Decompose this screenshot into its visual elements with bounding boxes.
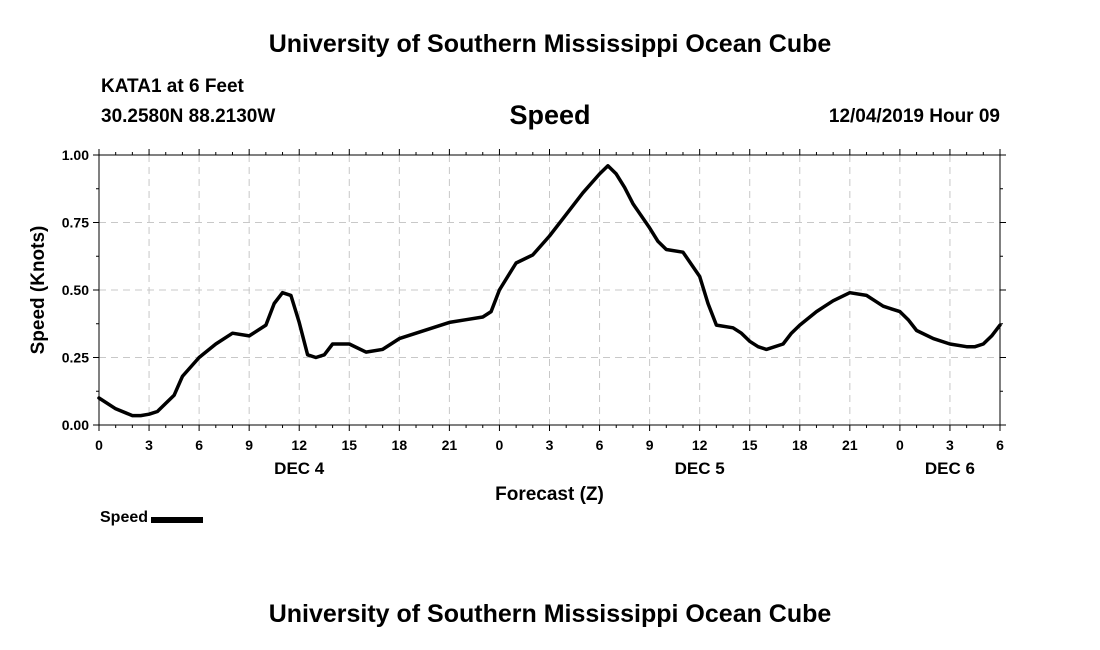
x-tick-label: 0 xyxy=(496,437,504,453)
x-tick-label: 9 xyxy=(646,437,654,453)
y-tick-label: 0.50 xyxy=(62,282,89,298)
x-tick-label: 9 xyxy=(245,437,253,453)
y-axis-title: Speed (Knots) xyxy=(28,226,49,355)
station-label: KATA1 at 6 Feet xyxy=(101,76,244,97)
y-tick-label: 0.00 xyxy=(62,417,89,433)
x-tick-label: 18 xyxy=(392,437,408,453)
day-label: DEC 4 xyxy=(274,459,325,478)
x-tick-label: 3 xyxy=(946,437,954,453)
day-label: DEC 6 xyxy=(925,459,975,478)
x-axis-title: Forecast (Z) xyxy=(495,484,604,505)
legend-swatch xyxy=(151,516,204,523)
x-tick-label: 6 xyxy=(596,437,604,453)
y-tick-label: 0.75 xyxy=(62,215,89,231)
page-title: University of Southern Mississippi Ocean… xyxy=(268,30,832,58)
forecast-datetime: 12/04/2019 Hour 09 xyxy=(828,106,1000,127)
legend: Speed xyxy=(100,509,204,527)
x-tick-label: 15 xyxy=(341,437,357,453)
x-tick-label: 0 xyxy=(896,437,904,453)
x-tick-label: 12 xyxy=(291,437,307,453)
plot-frame xyxy=(98,154,1001,426)
x-tick-label: 18 xyxy=(792,437,808,453)
coordinates-label: 30.2580N 88.2130W xyxy=(101,106,276,127)
x-tick-label: 15 xyxy=(742,437,758,453)
x-tick-label: 21 xyxy=(442,437,458,453)
x-tick-label: 3 xyxy=(546,437,554,453)
x-tick-label: 6 xyxy=(195,437,203,453)
x-tick-label: 3 xyxy=(145,437,153,453)
x-tick-label: 0 xyxy=(95,437,103,453)
y-tick-label: 0.25 xyxy=(62,350,89,366)
footer-title: University of Southern Mississippi Ocean… xyxy=(268,600,832,628)
legend-label: Speed xyxy=(100,509,149,526)
x-tick-label: 12 xyxy=(692,437,708,453)
y-tick-label: 1.00 xyxy=(62,147,89,163)
x-tick-label: 6 xyxy=(996,437,1004,453)
day-label: DEC 5 xyxy=(675,459,725,478)
chart-title: Speed xyxy=(509,100,591,130)
x-tick-label: 21 xyxy=(842,437,858,453)
series-line-speed xyxy=(97,164,1002,418)
